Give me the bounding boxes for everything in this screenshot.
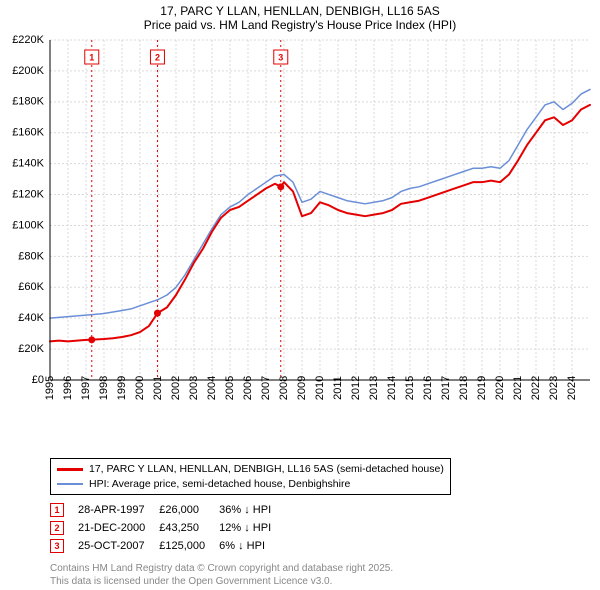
transaction-marker-box: 1 bbox=[50, 503, 64, 517]
x-tick-label: 2017 bbox=[440, 376, 452, 400]
x-tick-label: 2022 bbox=[530, 376, 542, 400]
x-tick-label: 2015 bbox=[404, 376, 416, 400]
footer-line1: Contains HM Land Registry data © Crown c… bbox=[50, 563, 600, 576]
price-vs-hpi-chart: £0 £20K £40K £60K £80K £100K £120K £140K £160K £1… bbox=[0, 34, 600, 454]
x-tick-label: 2004 bbox=[206, 376, 218, 400]
y-tick-label: £20K bbox=[18, 343, 44, 355]
footer-line2: This data is licensed under the Open Gov… bbox=[50, 576, 600, 589]
table-row: 3 25-OCT-2007£125,0006% ↓ HPI bbox=[50, 537, 285, 555]
x-tick-label: 2014 bbox=[386, 376, 398, 400]
legend: 17, PARC Y LLAN, HENLLAN, DENBIGH, LL16 … bbox=[50, 458, 451, 495]
y-tick-label: £100K bbox=[12, 219, 44, 231]
chart-svg: £0 £20K £40K £60K £80K £100K £120K £140K £160K £1… bbox=[0, 34, 600, 454]
legend-swatch bbox=[57, 468, 83, 471]
y-tick-label: £80K bbox=[18, 250, 44, 262]
x-tick-label: 2023 bbox=[548, 376, 560, 400]
transaction-marker-number: 3 bbox=[278, 53, 283, 63]
y-tick-label: £60K bbox=[18, 281, 44, 293]
x-tick-label: 2003 bbox=[188, 376, 200, 400]
x-tick-label: 1997 bbox=[80, 376, 92, 400]
transaction-delta: 6% ↓ HPI bbox=[219, 537, 285, 555]
y-tick-label: £40K bbox=[18, 312, 44, 324]
x-tick-label: 2020 bbox=[494, 376, 506, 400]
transaction-date: 28-APR-1997 bbox=[78, 501, 159, 519]
transaction-delta: 12% ↓ HPI bbox=[219, 519, 285, 537]
legend-label: HPI: Average price, semi-detached house,… bbox=[89, 477, 350, 492]
title-line2: Price paid vs. HM Land Registry's House … bbox=[0, 18, 600, 32]
x-tick-label: 2006 bbox=[242, 376, 254, 400]
transaction-marker-number: 1 bbox=[89, 53, 94, 63]
x-tick-label: 2013 bbox=[368, 376, 380, 400]
table-row: 2 21-DEC-2000£43,25012% ↓ HPI bbox=[50, 519, 285, 537]
transaction-delta: 36% ↓ HPI bbox=[219, 501, 285, 519]
x-tick-label: 2024 bbox=[566, 376, 578, 400]
x-tick-label: 2019 bbox=[476, 376, 488, 400]
y-tick-label: £180K bbox=[12, 96, 44, 108]
y-tick-label: £160K bbox=[12, 127, 44, 139]
transactions-table: 128-APR-1997£26,00036% ↓ HPI221-DEC-2000… bbox=[50, 501, 285, 555]
x-tick-label: 2001 bbox=[152, 376, 164, 400]
legend-swatch bbox=[57, 483, 83, 485]
transaction-price: £43,250 bbox=[159, 519, 219, 537]
x-tick-label: 2016 bbox=[422, 376, 434, 400]
transaction-price: £125,000 bbox=[159, 537, 219, 555]
legend-label: 17, PARC Y LLAN, HENLLAN, DENBIGH, LL16 … bbox=[89, 462, 444, 477]
chart-title: 17, PARC Y LLAN, HENLLAN, DENBIGH, LL16 … bbox=[0, 0, 600, 34]
y-tick-label: £140K bbox=[12, 158, 44, 170]
x-tick-label: 2002 bbox=[170, 376, 182, 400]
transaction-marker-box: 3 bbox=[50, 539, 64, 553]
y-tick-label: £220K bbox=[12, 34, 44, 46]
x-tick-label: 2007 bbox=[260, 376, 272, 400]
x-tick-label: 1998 bbox=[98, 376, 110, 400]
x-tick-label: 2012 bbox=[350, 376, 362, 400]
transaction-date: 25-OCT-2007 bbox=[78, 537, 159, 555]
y-tick-label: £200K bbox=[12, 65, 44, 77]
x-tick-label: 1999 bbox=[116, 376, 128, 400]
x-tick-label: 2021 bbox=[512, 376, 524, 400]
x-tick-label: 2018 bbox=[458, 376, 470, 400]
x-tick-label: 2000 bbox=[134, 376, 146, 400]
footer-attribution: Contains HM Land Registry data © Crown c… bbox=[50, 563, 600, 588]
transaction-marker-box: 2 bbox=[50, 521, 64, 535]
transaction-marker-number: 2 bbox=[155, 53, 160, 63]
x-tick-label: 1996 bbox=[62, 376, 74, 400]
transaction-price: £26,000 bbox=[159, 501, 219, 519]
y-tick-label: £0 bbox=[32, 374, 44, 386]
x-tick-label: 2010 bbox=[314, 376, 326, 400]
y-tick-label: £120K bbox=[12, 188, 44, 200]
transaction-date: 21-DEC-2000 bbox=[78, 519, 159, 537]
title-line1: 17, PARC Y LLAN, HENLLAN, DENBIGH, LL16 … bbox=[0, 4, 600, 18]
x-tick-label: 2005 bbox=[224, 376, 236, 400]
x-tick-label: 2009 bbox=[296, 376, 308, 400]
legend-row: 17, PARC Y LLAN, HENLLAN, DENBIGH, LL16 … bbox=[57, 462, 444, 477]
x-tick-label: 2008 bbox=[278, 376, 290, 400]
legend-row: HPI: Average price, semi-detached house,… bbox=[57, 477, 444, 492]
table-row: 1 28-APR-1997£26,00036% ↓ HPI bbox=[50, 501, 285, 519]
